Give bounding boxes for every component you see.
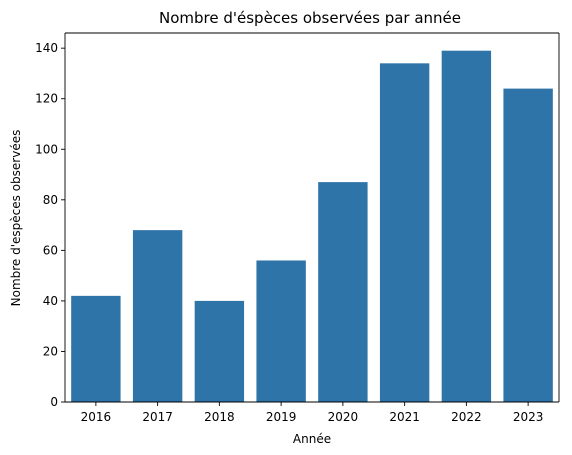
y-axis-label: Nombre d'espèces observées	[9, 130, 23, 307]
bar-2023	[503, 88, 553, 402]
bar-2022	[441, 50, 492, 402]
x-tick-label: 2019	[266, 410, 297, 424]
bar-2019	[256, 260, 306, 402]
y-tick-label: 60	[43, 243, 58, 257]
bar-2016	[71, 295, 121, 402]
y-tick-label: 100	[35, 142, 58, 156]
x-tick-label: 2022	[451, 410, 482, 424]
bar-2017	[132, 230, 183, 402]
x-tick-label: 2023	[513, 410, 544, 424]
bar-2018	[194, 300, 245, 402]
x-tick-label: 2020	[328, 410, 359, 424]
x-axis: 2016 2017 2018 2019 2020 2021 2022 2023	[81, 402, 544, 424]
y-tick-label: 0	[50, 395, 58, 409]
y-tick-label: 80	[43, 193, 58, 207]
plot-area	[64, 32, 560, 403]
bar-2021	[379, 63, 430, 402]
y-tick-label: 20	[43, 344, 58, 358]
x-axis-label: Année	[293, 432, 331, 446]
y-tick-label: 40	[43, 294, 58, 308]
y-tick-label: 140	[35, 41, 58, 55]
y-axis: 0 20 40 60 80 100 120 140	[35, 41, 65, 409]
chart-title: Nombre d'éspèces observées par année	[159, 9, 461, 27]
x-tick-label: 2021	[389, 410, 420, 424]
y-tick-label: 120	[35, 92, 58, 106]
bar-2020	[318, 182, 368, 402]
x-tick-label: 2018	[204, 410, 235, 424]
x-tick-label: 2017	[142, 410, 173, 424]
x-tick-label: 2016	[81, 410, 112, 424]
